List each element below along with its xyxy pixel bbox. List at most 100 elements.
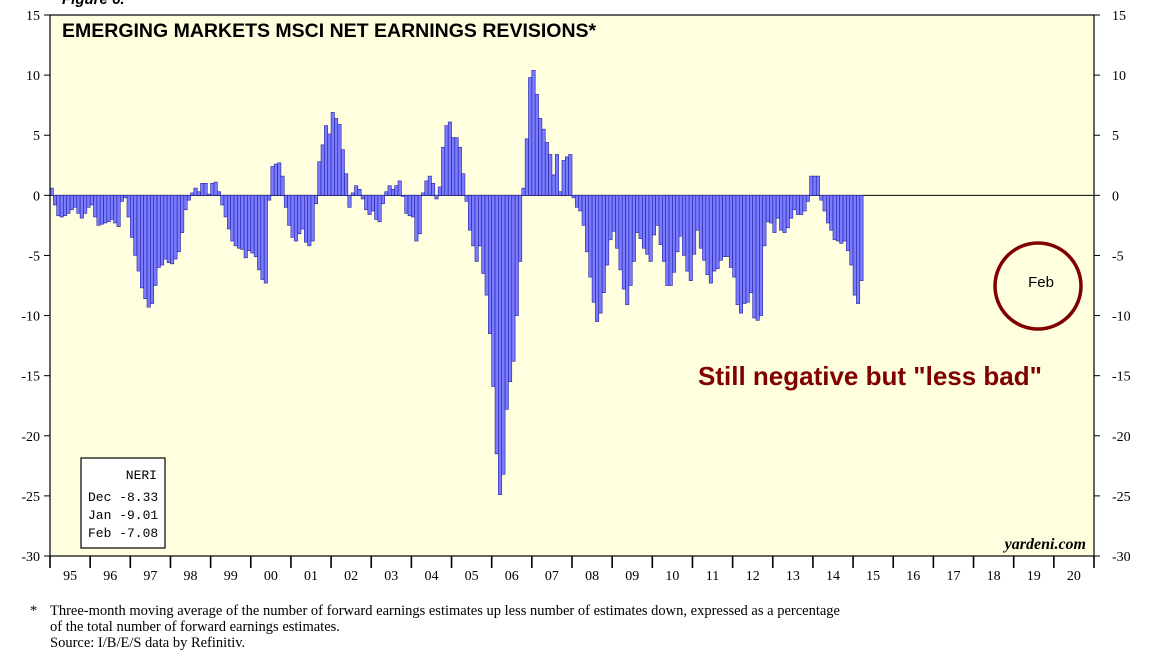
bar — [521, 187, 526, 196]
footnote-source: Source: I/B/E/S data by Refinitiv. — [50, 635, 246, 651]
bar — [196, 191, 201, 196]
bar — [836, 195, 840, 242]
bar — [575, 195, 579, 208]
x-tick-label: 04 — [424, 569, 438, 584]
bar — [327, 133, 332, 196]
bar — [441, 146, 446, 196]
bar — [511, 195, 516, 362]
bar — [839, 195, 844, 244]
bar — [772, 195, 777, 233]
bar — [541, 128, 546, 196]
bar — [391, 189, 395, 196]
bar — [153, 195, 158, 286]
footnote-line-1: Three-month moving average of the number… — [50, 603, 840, 619]
bar — [300, 195, 305, 230]
bar — [56, 195, 61, 217]
bar — [554, 154, 559, 196]
bar — [210, 183, 215, 196]
bar — [598, 195, 603, 314]
bar — [63, 195, 68, 217]
y-tick-label-right: -30 — [1112, 550, 1131, 565]
footnote-line-2: of the total number of forward earnings … — [50, 619, 340, 635]
bar — [856, 195, 861, 304]
x-tick-label: 20 — [1067, 569, 1081, 584]
bar — [344, 173, 349, 196]
bar — [799, 195, 804, 215]
bar — [350, 192, 355, 196]
y-axis-left: 15 10 5 0 -5 -10 -15 -20 -25 -30 — [21, 9, 50, 565]
bar — [665, 195, 670, 286]
bar — [404, 195, 409, 214]
bar — [160, 195, 165, 266]
bar — [809, 175, 814, 196]
bar — [501, 195, 506, 475]
y-tick-label-right: 0 — [1112, 189, 1119, 204]
commentary-text: Still negative but "less bad" — [698, 361, 1042, 391]
bar — [280, 175, 285, 196]
bar — [233, 195, 238, 247]
watermark: yardeni.com — [1003, 536, 1086, 553]
bar — [360, 195, 365, 200]
y-tick-label-left: -30 — [21, 550, 40, 565]
bar — [73, 195, 78, 208]
bar — [739, 195, 743, 314]
bar — [565, 156, 569, 196]
bar — [605, 195, 610, 266]
legend-row-jan: Jan -9.01 — [88, 508, 158, 523]
bar — [173, 195, 178, 260]
bar — [206, 193, 211, 196]
bar — [625, 195, 630, 306]
bar — [812, 175, 817, 196]
bar — [314, 195, 319, 205]
bar — [826, 195, 830, 224]
footnote-marker: * — [30, 603, 38, 619]
x-axis: 95 96 97 98 99 00 01 02 03 04 05 06 07 08 09 10 11 12 13 14… — [49, 556, 1095, 584]
bar — [608, 195, 613, 241]
bar — [133, 195, 138, 256]
bar — [116, 195, 121, 227]
bar — [283, 195, 288, 208]
bar — [628, 195, 633, 286]
bar — [146, 195, 151, 308]
bar — [156, 195, 161, 268]
bar — [53, 195, 57, 206]
bar — [551, 174, 556, 196]
x-tick-label: 14 — [826, 569, 840, 584]
x-tick-label: 08 — [585, 569, 599, 584]
bar — [193, 187, 198, 196]
bar — [394, 185, 399, 196]
bar — [287, 195, 292, 226]
x-tick-label: 02 — [344, 569, 358, 584]
bar — [387, 185, 392, 196]
bar — [769, 195, 774, 224]
bar — [494, 195, 499, 455]
bar — [123, 195, 128, 199]
bar — [374, 195, 379, 220]
bar — [273, 163, 278, 196]
y-tick-label-left: -25 — [21, 490, 40, 505]
bar — [471, 195, 476, 247]
bar — [802, 195, 807, 212]
bar — [735, 195, 740, 306]
bar — [310, 195, 315, 242]
bar — [106, 195, 111, 223]
bar — [243, 195, 248, 259]
bar — [126, 195, 131, 218]
x-tick-label: 01 — [304, 569, 318, 584]
bar — [464, 195, 469, 202]
bar — [588, 195, 593, 278]
bar — [180, 195, 185, 233]
bar — [645, 195, 650, 255]
feb-circle — [993, 241, 1083, 331]
y-tick-label-left: 10 — [26, 69, 40, 84]
y-tick-label-left: 0 — [33, 189, 40, 204]
bar — [652, 195, 656, 236]
bar — [692, 195, 697, 255]
bar — [340, 149, 345, 196]
bar — [595, 195, 600, 322]
bar — [99, 195, 104, 225]
x-tick-label: 13 — [786, 569, 800, 584]
bar — [317, 161, 322, 196]
bar — [357, 189, 362, 196]
bar — [380, 195, 385, 205]
